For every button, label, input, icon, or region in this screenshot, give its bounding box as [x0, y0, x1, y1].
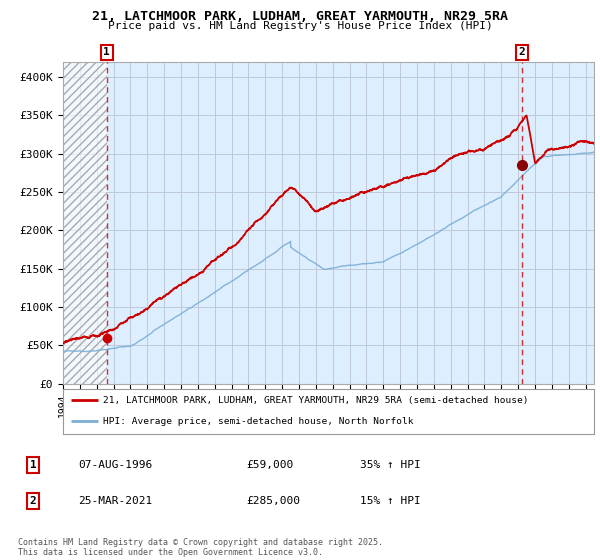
Text: 1: 1: [103, 48, 110, 58]
Text: Contains HM Land Registry data © Crown copyright and database right 2025.
This d: Contains HM Land Registry data © Crown c…: [18, 538, 383, 557]
Text: 15% ↑ HPI: 15% ↑ HPI: [360, 496, 421, 506]
Text: HPI: Average price, semi-detached house, North Norfolk: HPI: Average price, semi-detached house,…: [103, 417, 413, 426]
Text: 35% ↑ HPI: 35% ↑ HPI: [360, 460, 421, 470]
Text: 25-MAR-2021: 25-MAR-2021: [78, 496, 152, 506]
Text: 21, LATCHMOOR PARK, LUDHAM, GREAT YARMOUTH, NR29 5RA: 21, LATCHMOOR PARK, LUDHAM, GREAT YARMOU…: [92, 10, 508, 22]
Text: 21, LATCHMOOR PARK, LUDHAM, GREAT YARMOUTH, NR29 5RA (semi-detached house): 21, LATCHMOOR PARK, LUDHAM, GREAT YARMOU…: [103, 396, 529, 405]
Bar: [63, 62, 107, 384]
Text: £285,000: £285,000: [246, 496, 300, 506]
Text: 1: 1: [29, 460, 37, 470]
Text: £59,000: £59,000: [246, 460, 293, 470]
Text: 2: 2: [518, 48, 526, 58]
Text: 2: 2: [29, 496, 37, 506]
Bar: [63, 62, 107, 384]
Text: 07-AUG-1996: 07-AUG-1996: [78, 460, 152, 470]
Text: Price paid vs. HM Land Registry's House Price Index (HPI): Price paid vs. HM Land Registry's House …: [107, 21, 493, 31]
